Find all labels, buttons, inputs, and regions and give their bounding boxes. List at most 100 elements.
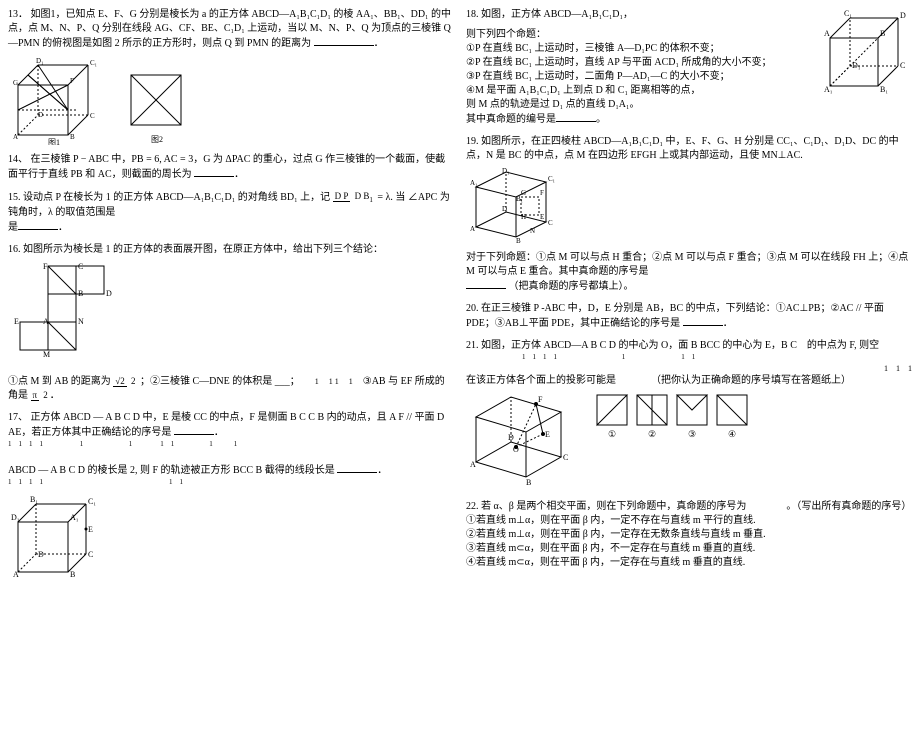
question-18: 18. 如图，正方体 ABCD—A₁B₁C₁D₁， A₁ B₁ (466, 8, 912, 127)
svg-text:N: N (530, 227, 535, 235)
svg-text:E: E (88, 525, 93, 534)
question-21: 21. 如图，正方体 ABCD—A B C D 的中心为 O，面 B BCC 的… (466, 339, 912, 492)
q15-blank (18, 220, 58, 230)
q21-text-a: 如图，正方体 ABCD—A B C D 的中心为 O，面 B BCC 的中心为 … (481, 340, 879, 351)
svg-text:E: E (540, 213, 544, 221)
q22-p4: ④若直线 m⊂α，则在平面 β 内，一定存在与直线 m 垂直的直线. (466, 556, 912, 570)
svg-text:C: C (563, 453, 568, 462)
svg-text:E: E (14, 317, 19, 326)
svg-text:B: B (516, 237, 521, 245)
q17-figure: AB CD D₁A₁ C₁B₁ E (8, 492, 454, 582)
q18-svg: A₁B₁ CD₁ AB DC₁ (822, 8, 912, 98)
svg-text:E: E (545, 430, 550, 439)
q14-num: 14、 (8, 154, 28, 165)
q18-p4b: 则 M 点的轨迹是过 D₁ 点的直线 D₁A₁。 (466, 98, 912, 112)
svg-text:C: C (900, 61, 905, 70)
q19-text-a: 如图所示，在正四棱柱 ABCD—A₁B₁C₁D₁ 中，E、F、G、H 分别是 C… (466, 136, 899, 161)
svg-text:B₁: B₁ (880, 85, 888, 94)
q19-tail: （把真命题的序号都填上）。 (509, 281, 634, 292)
svg-text:G: G (13, 79, 18, 87)
svg-text:C: C (88, 550, 93, 559)
q18-figure: A₁B₁ CD₁ AB DC₁ (822, 8, 912, 98)
q18-num: 18. (466, 9, 479, 20)
right-column: 18. 如图，正方体 ABCD—A₁B₁C₁D₁， A₁ B₁ (466, 8, 912, 724)
svg-text:A₁: A₁ (824, 85, 833, 94)
q18-blank (556, 112, 596, 122)
svg-text:A₁: A₁ (470, 179, 478, 187)
svg-text:C₁: C₁ (548, 175, 555, 183)
q15-num: 15. (8, 192, 21, 203)
q18-head: 如图，正方体 ABCD—A₁B₁C₁D₁， (481, 9, 633, 20)
question-17: 17、 正方体 ABCD — A B C D 中，E 是棱 CC 的中点，F 是… (8, 411, 454, 583)
q19-figure: AB CD A₁B₁ C₁D₁ GF HE N (466, 167, 912, 247)
q15-text-a: 设动点 P 在棱长为 1 的正方体 ABCD—A₁B₁C₁D₁ 的对角线 BD₁… (23, 192, 330, 203)
svg-text:H: H (521, 213, 526, 221)
question-20: 20. 在正三棱锥 P -ABC 中，D，E 分别是 AB，BC 的中点，下列结… (466, 302, 912, 331)
q13-blank (314, 36, 374, 46)
q16-figure: FC BD AN E M (8, 261, 454, 371)
svg-text:D₁: D₁ (852, 61, 861, 70)
proj-4: ④ (714, 392, 750, 441)
q22-p1: ①若直线 m⊥α，则在平面 β 内，一定不存在与直线 m 平行的直线. (466, 514, 912, 528)
q16-frac: √2 2 (113, 375, 137, 388)
svg-text:D₁: D₁ (502, 167, 510, 175)
svg-text:D: D (38, 550, 44, 559)
svg-text:G: G (521, 189, 526, 197)
q13-fig1-svg: AB CD GF D₁C₁ 图1 (8, 55, 118, 145)
svg-text:O: O (513, 445, 519, 454)
svg-text:A: A (43, 317, 49, 326)
q19-blank (466, 279, 506, 289)
question-19: 19. 如图所示，在正四棱柱 ABCD—A₁B₁C₁D₁ 中，E、F、G、H 分… (466, 135, 912, 294)
q21-figures: A B C D O E F ① ② ③ ④ (466, 392, 912, 492)
svg-text:C: C (548, 219, 553, 227)
svg-text:D: D (900, 11, 906, 20)
q19-mid: 对于下列命题：①点 M 可以与点 H 重合；②点 M 可以与点 F 重合；③点 … (466, 251, 912, 279)
svg-text:A: A (13, 570, 19, 579)
svg-text:C: C (90, 112, 95, 120)
svg-text:D₁: D₁ (36, 57, 44, 65)
question-13: 13． 如图1，已知点 E、F、G 分别是棱长为 a 的正方体 ABCD—A₁B… (8, 8, 454, 145)
question-14: 14、 在三棱锥 P − ABC 中，PB = 6, AC = 3，G 为 ΔP… (8, 153, 454, 182)
q13-figure: AB CD GF D₁C₁ 图1 图2 (8, 55, 454, 145)
q21-text-b: 在该正方体各个面上的投影可能是 （把你认为正确命题的序号填写在答题纸上） (466, 374, 912, 388)
svg-text:B: B (70, 570, 75, 579)
svg-text:D: D (106, 289, 112, 298)
proj-1: ① (594, 392, 630, 441)
proj-3: ③ (674, 392, 710, 441)
q17-sub-b: 1 1 1 1 1 1 (8, 478, 454, 488)
q17-text-a: 正方体 ABCD — A B C D 中，E 是棱 CC 的中点，F 是侧面 B… (8, 412, 444, 438)
svg-text:D: D (508, 433, 514, 442)
q18-end: 其中真命题的编号是 (466, 114, 556, 125)
q22-head: 若 α、β 是两个相交平面，则在下列命题中，真命题的序号为 。（写出所有真命题的… (481, 501, 911, 512)
q17-blank-b (337, 463, 377, 473)
q22-p3: ③若直线 m⊂α，则在平面 β 内，不一定存在与直线 m 垂直的直线. (466, 542, 912, 556)
question-22: 22. 若 α、β 是两个相交平面，则在下列命题中，真命题的序号为 。（写出所有… (466, 500, 912, 570)
svg-text:C₁: C₁ (88, 497, 96, 506)
svg-text:F: F (538, 395, 543, 404)
svg-text:B: B (526, 478, 531, 487)
svg-text:F: F (540, 189, 544, 197)
fig2-label: 图2 (151, 135, 163, 144)
fig1-label: 图1 (48, 138, 60, 145)
question-15: 15. 设动点 P 在棱长为 1 的正方体 ABCD—A₁B₁C₁D₁ 的对角线… (8, 190, 454, 235)
svg-text:C₁: C₁ (90, 59, 97, 67)
q22-num: 22. (466, 501, 479, 512)
q16-frac-pi: π 2 (31, 389, 50, 402)
q21-cube-svg: A B C D O E F (466, 392, 576, 492)
q21-num: 21. (466, 340, 479, 351)
svg-text:A: A (470, 460, 476, 469)
svg-text:A: A (470, 225, 475, 233)
q20-num: 20. (466, 303, 479, 314)
q13-num: 13． (8, 9, 28, 20)
question-16: 16. 如图所示为棱长是 1 的正方体的表面展开图，在原正方体中，给出下列三个结… (8, 243, 454, 403)
svg-text:D₁: D₁ (11, 513, 20, 522)
left-column: 13． 如图1，已知点 E、F、G 分别是棱长为 a 的正方体 ABCD—A₁B… (8, 8, 454, 724)
svg-text:A₁: A₁ (70, 513, 79, 522)
q19-svg: AB CD A₁B₁ C₁D₁ GF HE N (466, 167, 566, 247)
svg-text:B: B (70, 133, 75, 141)
svg-text:M: M (43, 350, 50, 359)
q16-line1: ①点 M 到 AB 的距离为 √2 2 ；②三棱锥 C—DNE 的体积是 ___… (8, 375, 454, 403)
svg-text:B: B (78, 289, 83, 298)
svg-text:C: C (78, 262, 83, 271)
proj-2: ② (634, 392, 670, 441)
